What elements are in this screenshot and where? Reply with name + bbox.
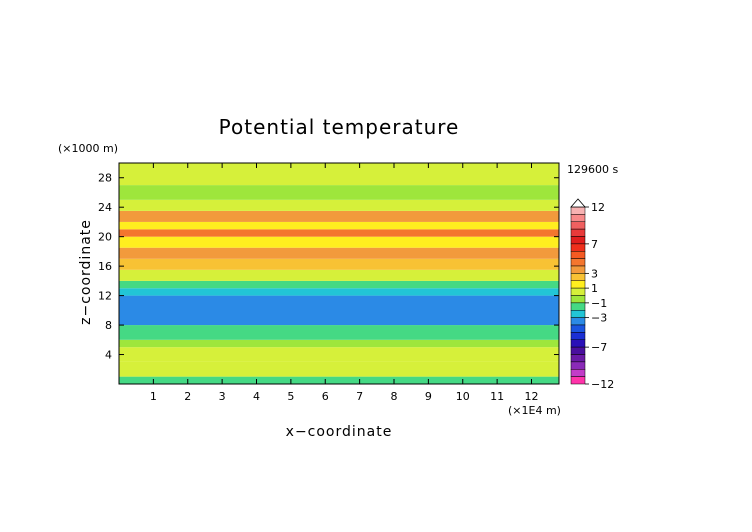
time-label: 129600 s: [567, 163, 618, 176]
y-tick-label: 24: [98, 201, 112, 214]
plot-frame: [118, 162, 560, 385]
x-tick-label: 9: [425, 390, 432, 403]
colorbar-bin: [570, 310, 586, 318]
y-axis-title: z−coordinate: [78, 219, 94, 325]
colorbar-bin: [570, 376, 586, 385]
heat-band-0: [119, 376, 559, 384]
colorbar-bin: [570, 258, 586, 267]
colorbar-bin: [570, 369, 586, 377]
colorbar-bin: [570, 206, 586, 215]
x-axis-ticks: 1 2 3 4 5 6 7 8 9 10 11 12: [150, 163, 539, 403]
chart-title: Potential temperature: [219, 115, 460, 139]
y-tick-label: 8: [105, 319, 112, 332]
colorbar-label: −12: [591, 378, 614, 391]
colorbar-bin: [570, 221, 586, 230]
colorbar-bin: [570, 346, 586, 355]
x-tick-label: 7: [356, 390, 363, 403]
heat-band-1: [119, 361, 559, 377]
heat-band-17: [119, 163, 559, 186]
colorbar-label: 3: [591, 267, 598, 280]
x-tick-label: 6: [322, 390, 329, 403]
colorbar-bin: [570, 295, 586, 304]
x-tick-label: 3: [219, 390, 226, 403]
heat-band-12: [119, 229, 559, 237]
y-tick-label: 20: [98, 231, 112, 244]
heat-band-13: [119, 221, 559, 230]
colorbar-bin: [570, 302, 586, 311]
colorbar-bin: [570, 243, 586, 252]
heat-band-11: [119, 236, 559, 248]
colorbar-label: −3: [591, 312, 607, 325]
heat-band-10: [119, 247, 559, 259]
colorbar-bin: [570, 332, 586, 340]
colorbar-label: 12: [591, 201, 605, 214]
heat-band-16: [119, 185, 559, 200]
colorbar-bin: [570, 251, 586, 259]
colorbar-bin: [570, 228, 586, 237]
colorbar-label: 1: [591, 282, 598, 295]
x-tick-label: 8: [391, 390, 398, 403]
colorbar-label: −1: [591, 297, 607, 310]
colorbar-label: 7: [591, 238, 598, 251]
colorbar-bin: [570, 265, 586, 274]
heat-band-5: [119, 295, 559, 326]
colorbar: [570, 198, 586, 385]
heatmap-field: [119, 163, 559, 384]
y-tick-label: 4: [105, 349, 112, 362]
y-axis-ticks: 4 8 12 16 20 24 28: [98, 172, 559, 362]
colorbar-label: −7: [591, 341, 607, 354]
colorbar-bin: [570, 354, 586, 363]
colorbar-bin: [570, 280, 586, 289]
y-unit-label: (×1000 m): [58, 142, 118, 155]
colorbar-bin: [570, 339, 586, 348]
heat-band-2: [119, 347, 559, 362]
colorbar-bin: [570, 324, 586, 333]
x-tick-label: 11: [490, 390, 504, 403]
colorbar-bin: [570, 361, 586, 370]
heat-band-8: [119, 269, 559, 281]
x-tick-label: 12: [525, 390, 539, 403]
heat-band-14: [119, 210, 559, 222]
heat-band-15: [119, 199, 559, 211]
colorbar-bin: [570, 214, 586, 222]
colorbar-bin: [570, 287, 586, 296]
x-unit-label: (×1E4 m): [508, 404, 561, 417]
y-tick-label: 28: [98, 172, 112, 185]
x-tick-label: 10: [456, 390, 470, 403]
colorbar-bin: [570, 273, 586, 281]
x-tick-label: 4: [253, 390, 260, 403]
y-tick-label: 16: [98, 260, 112, 273]
x-axis-title: x−coordinate: [286, 424, 393, 440]
colorbar-labels: 12 7 3 1 −1 −3 −7 −12: [585, 201, 614, 391]
heat-band-6: [119, 288, 559, 296]
colorbar-bin: [570, 236, 586, 245]
colorbar-bin: [570, 317, 586, 326]
x-tick-label: 5: [287, 390, 294, 403]
heat-band-7: [119, 280, 559, 289]
colorbar-top-arrow: [570, 198, 586, 208]
y-tick-label: 12: [98, 290, 112, 303]
x-tick-label: 1: [150, 390, 157, 403]
heat-band-3: [119, 339, 559, 348]
heat-band-4: [119, 325, 559, 340]
x-tick-label: 2: [184, 390, 191, 403]
heat-band-9: [119, 258, 559, 270]
